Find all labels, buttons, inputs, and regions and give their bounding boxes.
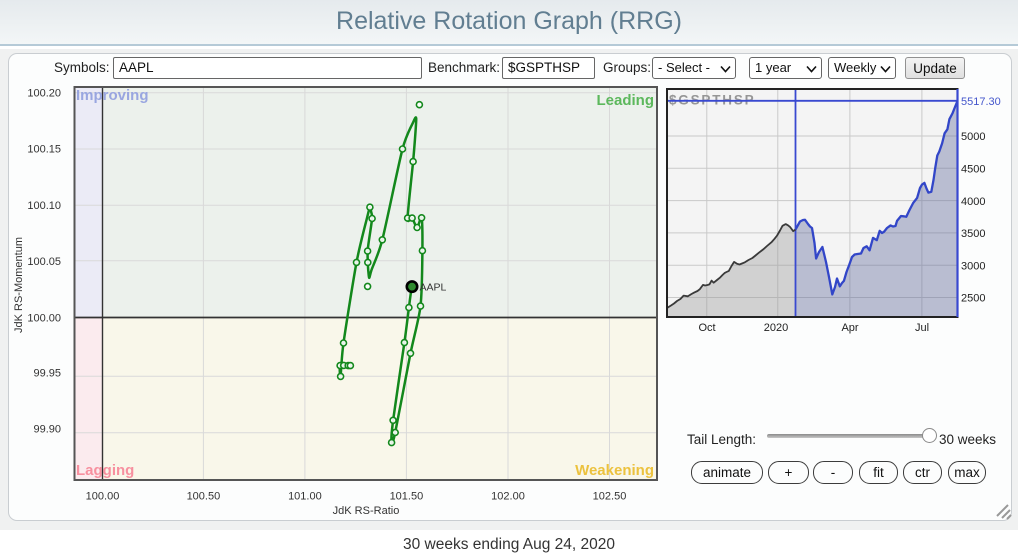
svg-text:99.95: 99.95 <box>33 368 61 380</box>
svg-text:Weakening: Weakening <box>575 462 654 479</box>
svg-text:AAPL: AAPL <box>420 282 447 294</box>
svg-text:100.50: 100.50 <box>187 491 221 503</box>
svg-text:102.50: 102.50 <box>593 491 627 503</box>
svg-text:99.90: 99.90 <box>33 424 61 436</box>
svg-text:5517.30: 5517.30 <box>961 96 1001 108</box>
svg-text:3000: 3000 <box>961 261 985 273</box>
svg-text:101.50: 101.50 <box>390 491 424 503</box>
svg-text:3500: 3500 <box>961 228 985 240</box>
svg-text:Lagging: Lagging <box>76 462 134 479</box>
svg-text:JdK RS-Momentum: JdK RS-Momentum <box>13 237 25 333</box>
svg-text:2020: 2020 <box>764 322 788 334</box>
svg-text:4500: 4500 <box>961 164 985 176</box>
svg-text:2500: 2500 <box>961 293 985 305</box>
svg-text:100.20: 100.20 <box>27 88 61 100</box>
svg-text:4000: 4000 <box>961 196 985 208</box>
svg-text:100.15: 100.15 <box>27 144 61 156</box>
svg-text:5000: 5000 <box>961 131 985 143</box>
svg-text:Jul: Jul <box>915 322 929 334</box>
svg-text:Improving: Improving <box>76 87 149 104</box>
svg-text:Oct: Oct <box>698 322 715 334</box>
svg-text:100.00: 100.00 <box>27 312 61 324</box>
svg-text:JdK RS-Ratio: JdK RS-Ratio <box>333 505 400 517</box>
svg-text:Apr: Apr <box>841 322 858 334</box>
svg-text:102.00: 102.00 <box>491 491 525 503</box>
svg-text:100.10: 100.10 <box>27 200 61 212</box>
svg-text:101.00: 101.00 <box>288 491 322 503</box>
svg-text:Leading: Leading <box>596 92 654 109</box>
svg-text:100.05: 100.05 <box>27 256 61 268</box>
svg-text:100.00: 100.00 <box>86 491 120 503</box>
